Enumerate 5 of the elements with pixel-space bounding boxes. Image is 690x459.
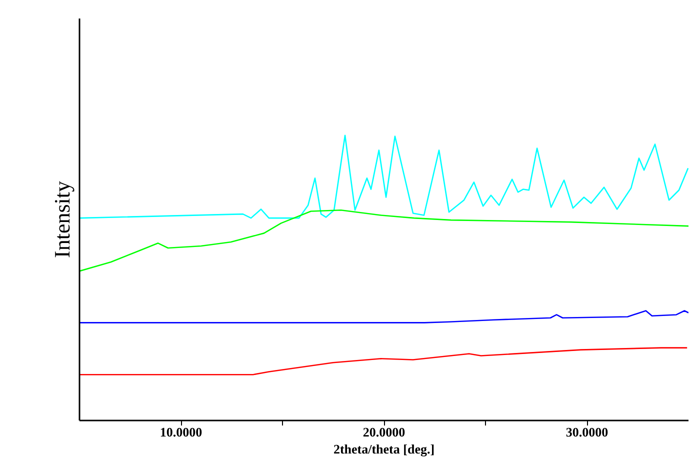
x-tick-label: 20.0000	[362, 424, 406, 440]
y-axis-title: Intensity	[50, 180, 74, 258]
x-axis-title: 2theta/theta [deg.]	[333, 442, 435, 456]
x-tick-label: 30.0000	[566, 424, 608, 440]
x-tick-label: 10.0000	[160, 424, 202, 440]
